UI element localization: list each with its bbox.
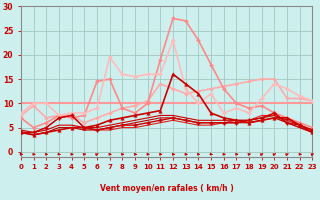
X-axis label: Vent moyen/en rafales ( km/h ): Vent moyen/en rafales ( km/h ) <box>100 184 234 193</box>
